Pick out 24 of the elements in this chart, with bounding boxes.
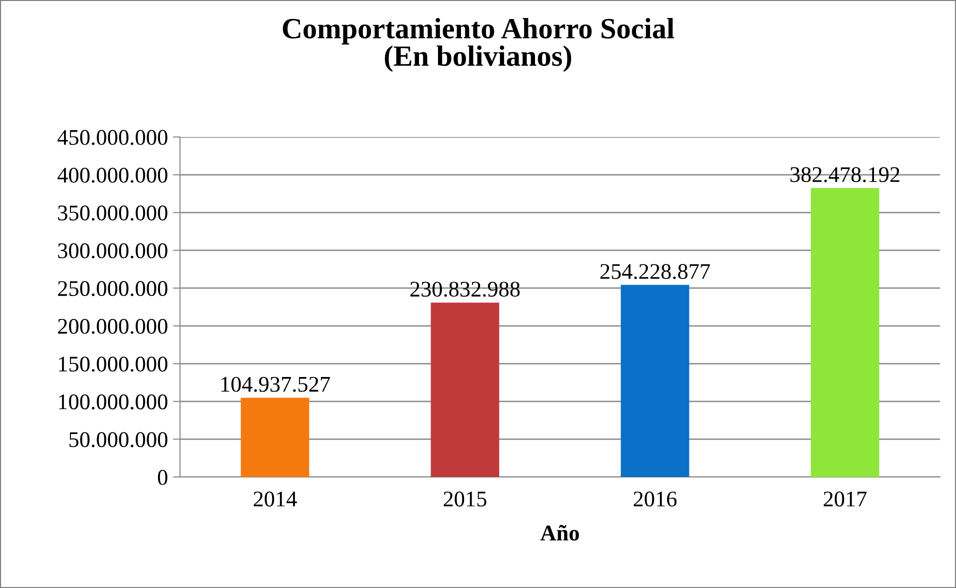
- bar: [620, 284, 690, 477]
- x-tick-label: 2017: [824, 492, 867, 507]
- y-tick-label: 200.000.000: [58, 318, 168, 334]
- x-tick-label: 2015: [444, 492, 486, 507]
- data-label: 104.937.527: [221, 376, 330, 392]
- y-tick-label: 50.000.000: [69, 432, 168, 448]
- y-tick-label: 0: [158, 470, 168, 485]
- y-tick-label: 400.000.000: [58, 168, 168, 183]
- y-tick-label: 150.000.000: [59, 356, 168, 372]
- bar: [810, 188, 880, 477]
- bar: [430, 302, 500, 477]
- chart-title: Comportamiento Ahorro Social (En bolivianos): [282, 18, 674, 72]
- x-tick-label: 2014: [254, 492, 297, 507]
- data-label: 230.832.988: [410, 282, 520, 297]
- data-label: 254.228.877: [600, 264, 710, 280]
- x-axis-title: Año: [540, 524, 579, 541]
- y-tick-label: 250.000.000: [58, 281, 168, 296]
- y-tick-label: 100.000.000: [59, 394, 168, 410]
- y-tick-label: 450.000.000: [58, 130, 168, 146]
- bar: [240, 398, 310, 477]
- y-tick-label: 350.000.000: [58, 205, 168, 221]
- x-tick-label: 2016: [634, 492, 677, 507]
- y-tick-label: 300.000.000: [58, 243, 168, 258]
- data-label: 382.478.192: [790, 167, 900, 182]
